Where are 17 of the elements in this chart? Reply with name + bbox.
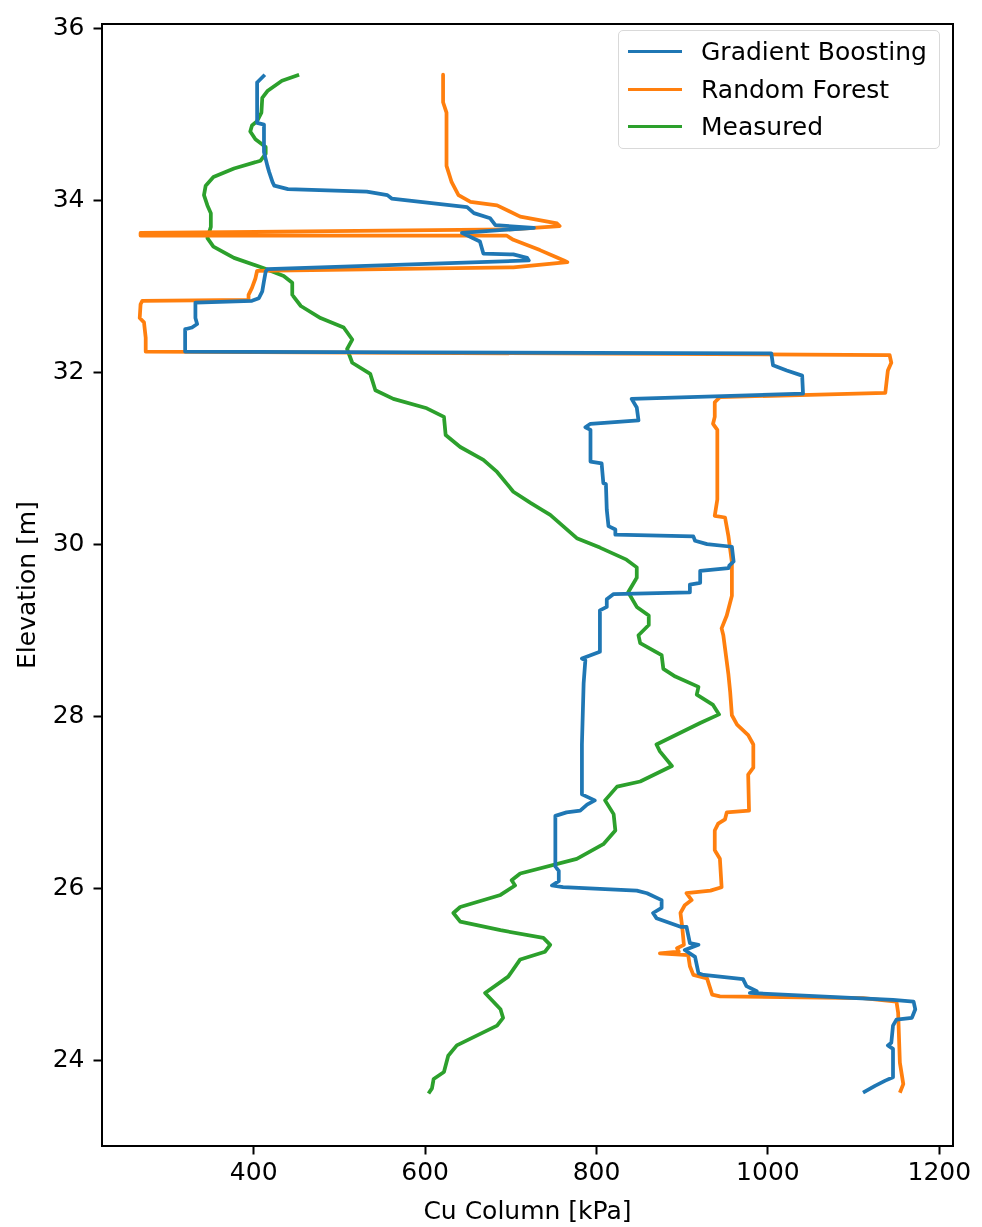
y-tick-label: 30 [52, 527, 85, 557]
y-axis-title: Elevation [m] [11, 501, 41, 669]
y-tick-label: 34 [52, 183, 85, 213]
x-axis-title: Cu Column [kPa] [423, 1195, 632, 1225]
y-tick-label: 28 [52, 699, 85, 729]
x-tick-label: 600 [401, 1157, 449, 1186]
x-tick-label: 800 [572, 1157, 621, 1186]
y-tick-label: 24 [52, 1043, 85, 1073]
legend-label: Gradient Boosting [701, 37, 927, 67]
y-tick-label: 32 [52, 355, 85, 385]
x-tick-label: 1000 [736, 1157, 800, 1186]
x-tick-label: 1200 [907, 1157, 972, 1186]
y-tick-label: 36 [52, 11, 85, 41]
y-tick-label: 26 [52, 871, 85, 901]
x-tick-label: 400 [229, 1157, 278, 1186]
legend-label: Measured [701, 112, 824, 142]
legend-label: Random Forest [701, 74, 890, 104]
